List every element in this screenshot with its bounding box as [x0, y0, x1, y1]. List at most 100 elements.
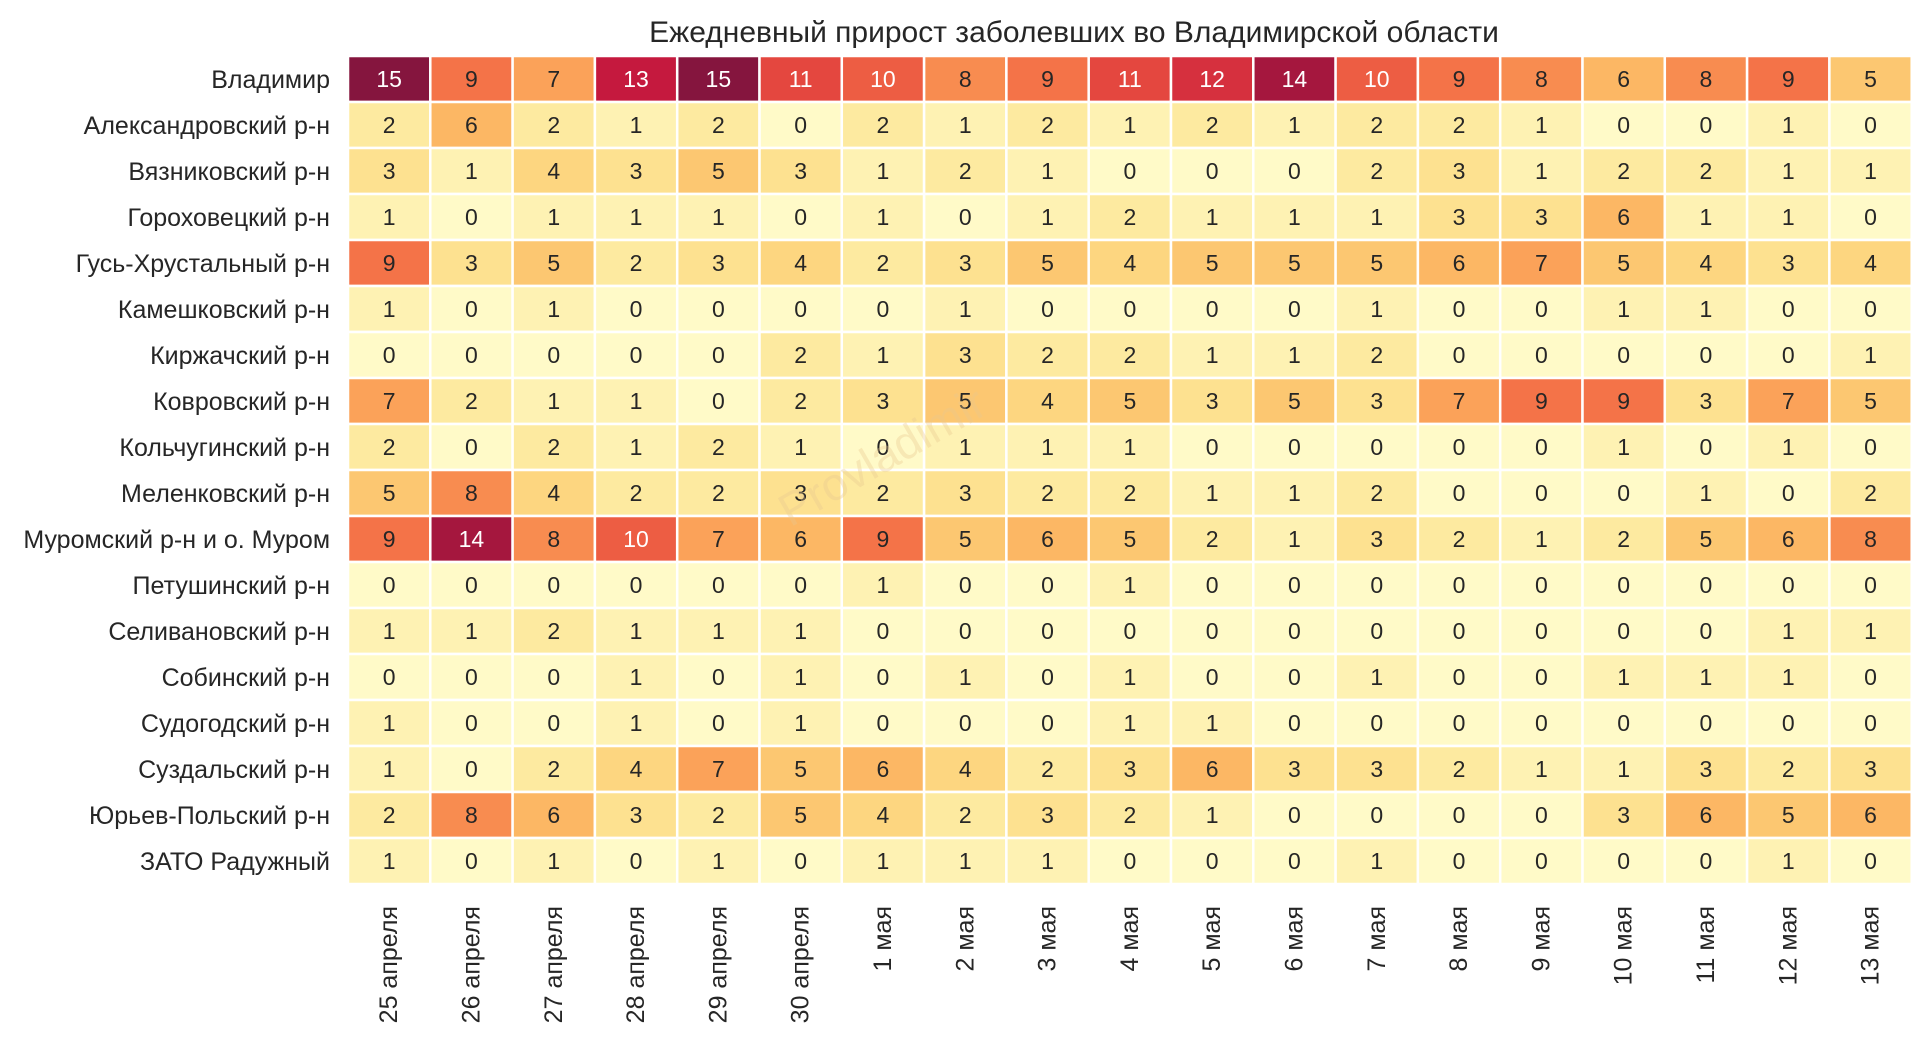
heatmap-cell	[346, 790, 432, 840]
cell-value-label: 1	[959, 664, 972, 690]
heatmap-cell	[511, 422, 597, 472]
cell-value-label: 0	[1453, 664, 1466, 690]
cell-value-label: 7	[712, 526, 725, 552]
heatmap-cell	[675, 422, 761, 472]
cell-value-label: 1	[877, 158, 890, 184]
cell-value-label: 1	[1782, 434, 1795, 460]
row-labels: Владимир Александровский р-н Вязниковский …	[23, 66, 330, 876]
cell-value-label: 1	[630, 664, 643, 690]
heatmap-cell	[1498, 652, 1584, 702]
heatmap-cell	[346, 606, 432, 656]
cell-value-label: 6	[1617, 204, 1630, 230]
cell-value-label: 1	[877, 572, 890, 598]
cell-value-label: 1	[1617, 296, 1630, 322]
column-label: 9 мая	[1527, 906, 1555, 971]
heatmap-cell	[1169, 376, 1255, 426]
heatmap-cell	[758, 54, 844, 104]
cell-value-label: 1	[465, 158, 478, 184]
cell-value-label: 2	[1617, 158, 1630, 184]
cell-value-label: 1	[1123, 572, 1136, 598]
cell-value-label: 4	[547, 480, 560, 506]
cell-value-label: 0	[1123, 618, 1136, 644]
cell-value-label: 0	[630, 296, 643, 322]
cell-value-label: 0	[547, 664, 560, 690]
heatmap-cell	[511, 284, 597, 334]
heatmap-cell	[922, 330, 1008, 380]
heatmap-cell	[1087, 836, 1173, 886]
cell-value-label: 0	[630, 572, 643, 598]
cell-value-label: 8	[1535, 66, 1548, 92]
cell-value-label: 1	[1370, 848, 1383, 874]
heatmap-cell	[1498, 284, 1584, 334]
heatmap-cell	[1663, 744, 1749, 794]
column-label: 26 апреля	[457, 906, 485, 1023]
heatmap-cell	[1005, 192, 1090, 242]
cell-value-label: 1	[465, 618, 478, 644]
cell-value-label: 0	[1535, 480, 1548, 506]
cell-value-label: 1	[1782, 664, 1795, 690]
cell-value-label: 4	[1123, 250, 1136, 276]
cell-value-label: 5	[794, 756, 807, 782]
cell-value-label: 0	[547, 710, 560, 736]
heatmap-cell	[1087, 468, 1173, 518]
cell-value-label: 2	[547, 112, 560, 138]
cell-value-label: 2	[465, 388, 478, 414]
cell-value-label: 3	[1453, 158, 1466, 184]
cell-value-label: 0	[1041, 572, 1054, 598]
heatmap-cells: 15 9 7 13 15 11 10 8 9 11 12 14 10 9 8 6 8 9 52 6 2 1 2 0 2 1 2 1 2 1…	[346, 54, 1913, 886]
heatmap-cell	[1252, 836, 1337, 886]
heatmap-cell	[1581, 54, 1667, 104]
cell-value-label: 1	[1535, 756, 1548, 782]
heatmap-cell	[1828, 744, 1913, 794]
heatmap-cell	[1005, 284, 1090, 334]
heatmap-cell	[922, 790, 1008, 840]
heatmap-cell	[429, 560, 514, 610]
cell-value-label: 1	[1617, 756, 1630, 782]
heatmap-cell	[675, 744, 761, 794]
cell-value-label: 8	[959, 66, 972, 92]
cell-value-label: 0	[383, 572, 396, 598]
heatmap-cell	[1745, 192, 1831, 242]
cell-value-label: 0	[1535, 296, 1548, 322]
heatmap-cell	[1334, 698, 1420, 748]
heatmap-cell	[1087, 100, 1173, 150]
cell-value-label: 0	[1535, 710, 1548, 736]
cell-value-label: 10	[1364, 66, 1390, 92]
cell-value-label: 1	[1288, 204, 1301, 230]
cell-value-label: 0	[712, 388, 725, 414]
heatmap-cell	[922, 100, 1008, 150]
cell-value-label: 0	[1206, 848, 1219, 874]
cell-value-label: 0	[465, 664, 478, 690]
column-label: 10 мая	[1610, 906, 1638, 985]
cell-value-label: 2	[547, 434, 560, 460]
heatmap-cell	[922, 146, 1008, 196]
cell-value-label: 1	[1782, 618, 1795, 644]
cell-value-label: 0	[383, 664, 396, 690]
cell-value-label: 1	[1206, 710, 1219, 736]
heatmap-cell	[1334, 330, 1420, 380]
column-label: 2 мая	[951, 906, 979, 971]
row-label: Собинский р-н	[162, 664, 330, 692]
heatmap-cell	[1169, 744, 1255, 794]
cell-value-label: 5	[794, 802, 807, 828]
cell-value-label: 2	[383, 802, 396, 828]
cell-value-label: 5	[959, 526, 972, 552]
cell-value-label: 6	[877, 756, 890, 782]
heatmap-cell	[675, 238, 761, 288]
cell-value-label: 1	[1782, 848, 1795, 874]
heatmap-cell	[1252, 192, 1337, 242]
cell-value-label: 2	[1123, 342, 1136, 368]
heatmap-cell	[840, 652, 926, 702]
cell-value-label: 0	[1700, 342, 1713, 368]
cell-value-label: 5	[383, 480, 396, 506]
cell-value-label: 1	[1123, 664, 1136, 690]
cell-value-label: 9	[877, 526, 890, 552]
cell-value-label: 1	[1782, 204, 1795, 230]
cell-value-label: 1	[383, 756, 396, 782]
heatmap-cell	[1334, 790, 1420, 840]
cell-value-label: 0	[1288, 802, 1301, 828]
cell-value-label: 1	[794, 618, 807, 644]
cell-value-label: 8	[465, 802, 478, 828]
heatmap-cell	[1828, 330, 1913, 380]
cell-value-label: 0	[1206, 572, 1219, 598]
